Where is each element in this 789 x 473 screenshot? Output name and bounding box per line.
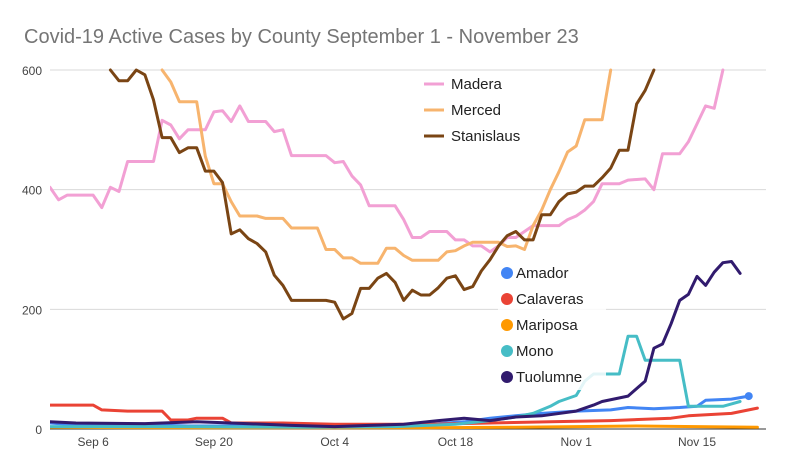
legend-label-tuolumne: Tuolumne (516, 369, 582, 386)
series-line-madera (50, 68, 725, 254)
x-tick-label: Nov 1 (561, 435, 593, 449)
x-tick-label: Sep 20 (195, 435, 233, 449)
legend-dot-calaveras (501, 293, 513, 305)
series-line-tuolumne (50, 260, 742, 429)
legends: Madera Merced Stanislaus Amador Calaveras Mar… (424, 76, 606, 390)
legend-label-amador: Amador (516, 265, 569, 282)
legend-label-mono: Mono (516, 343, 554, 360)
legend-background (498, 262, 606, 390)
legend-dot-mariposa (501, 319, 513, 331)
x-tick-label: Oct 18 (438, 435, 474, 449)
gridlines (50, 69, 766, 310)
y-tick-label: 0 (35, 423, 42, 437)
legend-label-stanislaus: Stanislaus (451, 128, 520, 145)
y-tick-label: 200 (22, 303, 42, 317)
legend-label-madera: Madera (451, 76, 503, 93)
series-lines (50, 68, 759, 430)
legend-dot-tuolumne (501, 371, 513, 383)
x-tick-label: Nov 15 (678, 435, 716, 449)
chart-title: Covid-19 Active Cases by County Septembe… (24, 26, 579, 48)
legend-label-merced: Merced (451, 102, 501, 119)
x-tick-label: Sep 6 (77, 435, 109, 449)
x-tick-label: Oct 4 (320, 435, 349, 449)
legend-dot-amador (501, 267, 513, 279)
y-tick-label: 600 (22, 64, 42, 78)
amador-endpoint-marker (744, 392, 753, 401)
legend-label-calaveras: Calaveras (516, 291, 584, 308)
legend-label-mariposa: Mariposa (516, 317, 578, 334)
y-tick-label: 400 (22, 184, 42, 198)
legend-dot-mono (501, 345, 513, 357)
series-line-stanislaus (108, 68, 656, 321)
